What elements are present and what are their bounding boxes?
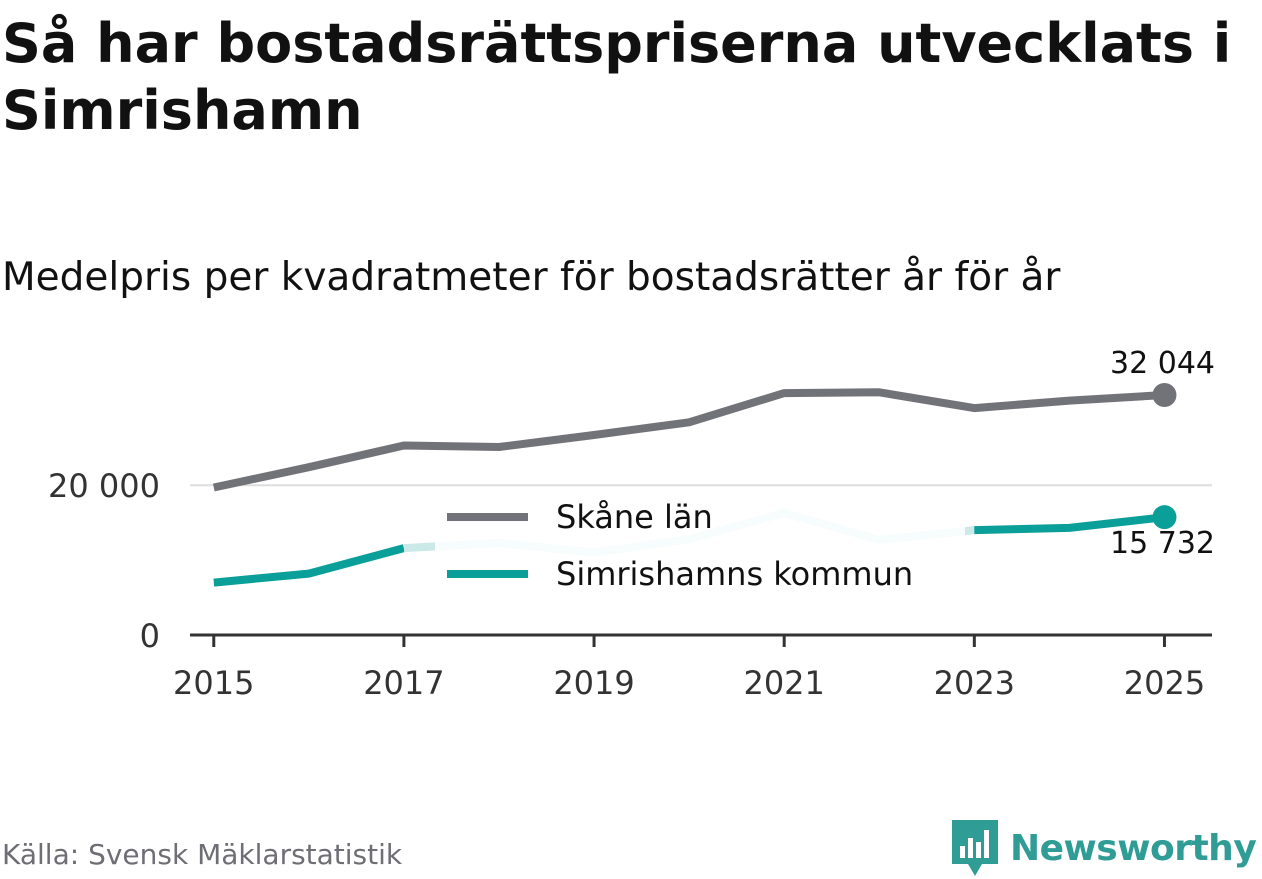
legend-background: [435, 487, 965, 597]
legend-label: Skåne län: [556, 498, 713, 536]
x-tick-label: 2025: [1124, 664, 1205, 702]
series-line-simrishamn-segment: [974, 513, 1165, 535]
x-tick-label: 2019: [553, 664, 634, 702]
series-line-simrishamn-segment: [213, 544, 405, 587]
newsworthy-logo-icon: [952, 820, 998, 876]
chart-title: Så har bostadsrättspriserna utvecklats i…: [2, 12, 1232, 142]
chart-subtitle: Medelpris per kvadratmeter för bostadsrä…: [2, 255, 1061, 300]
end-point-skane: [1152, 383, 1177, 407]
x-tick-label: 2021: [743, 664, 824, 702]
end-point-simrishamn: [1152, 505, 1177, 530]
y-tick-label: 20 000: [48, 467, 160, 505]
brand: Newsworthy: [950, 818, 1257, 878]
end-label-skane: 32 044: [1110, 346, 1215, 381]
legend-label: Simrishamns kommun: [556, 555, 913, 593]
x-tick-label: 2015: [173, 664, 254, 702]
series-line-skane: [212, 388, 1165, 492]
x-tick-label: 2017: [363, 664, 444, 702]
brand-name: Newsworthy: [1010, 827, 1257, 869]
source-note: Källa: Svensk Mäklarstatistik: [2, 838, 403, 871]
x-tick-label: 2023: [934, 664, 1015, 702]
end-label-simrishamn: 15 732: [1110, 526, 1215, 561]
y-tick-label: 0: [140, 617, 160, 655]
